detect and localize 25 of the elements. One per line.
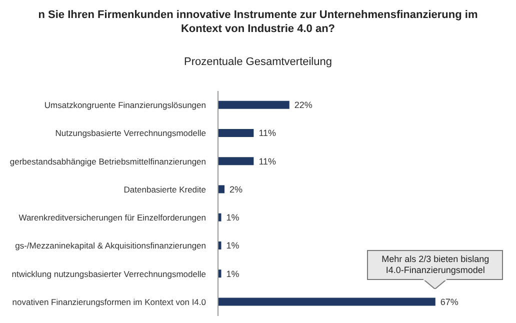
- bar: [218, 100, 290, 109]
- annotation: Mehr als 2/3 bieten bislang I4.0-Finanzierungsmodel: [367, 250, 504, 280]
- y-tick-label: Umsatzkongruente Finanzierungslösungen: [44, 100, 206, 110]
- y-tick-label: novativen Finanzierungsformen im Kontext von I4.0: [12, 296, 206, 307]
- data-label: 2%: [229, 184, 243, 194]
- y-tick-label: Nutzungsbasierte Verrechnungsmodelle: [55, 128, 206, 138]
- y-tick-label: gerbestandsabhängige Betriebsmittelfinanzierungen: [10, 156, 206, 166]
- callout: Mehr als 2/3 bieten bislang I4.0-Finanzierungsmodel: [367, 250, 504, 289]
- bar: [218, 185, 224, 194]
- bar: [218, 128, 254, 137]
- y-tick-label: ntwicklung nutzungsbasierter Verrechnungsmodelle: [12, 268, 206, 279]
- chart-subtitle: Prozentuale Gesamtverteilung: [183, 56, 333, 68]
- data-label: 67%: [440, 296, 458, 307]
- y-tick-label: Datenbasierte Kredite: [124, 184, 206, 194]
- data-label: 11%: [258, 156, 276, 166]
- data-label: 1%: [226, 212, 240, 223]
- bar: [218, 298, 436, 306]
- data-label: 11%: [258, 128, 276, 138]
- data-label: 22%: [294, 100, 312, 110]
- bar: [218, 157, 254, 166]
- data-label: 1%: [226, 240, 240, 251]
- chart-title: n Sie Ihren Firmenkunden innovative Instrumente zur Unternehmensfinanzierung im Kontext von Industrie 4.0 an?: [38, 8, 478, 36]
- data-label: 1%: [226, 268, 240, 279]
- y-tick-label: Warenkreditversicherungen für Einzelforderungen: [18, 212, 206, 223]
- y-tick-label: gs-/Mezzaninekapital & Akquisitionsfinanzierungen: [15, 240, 206, 251]
